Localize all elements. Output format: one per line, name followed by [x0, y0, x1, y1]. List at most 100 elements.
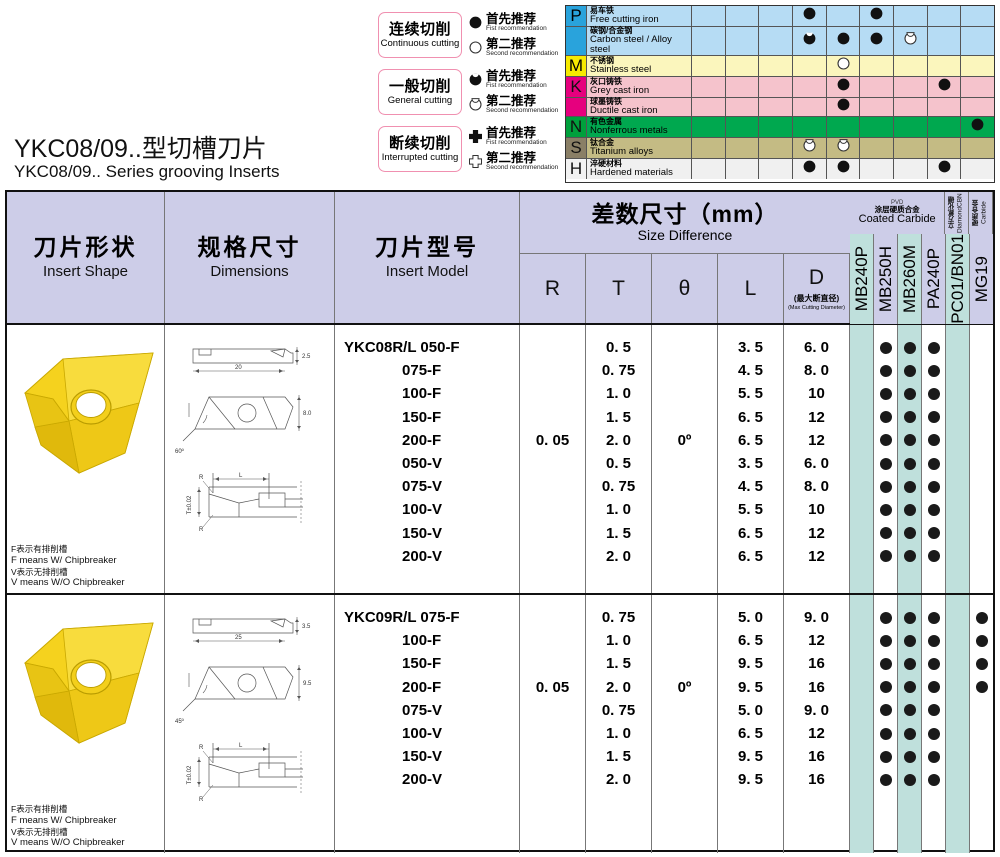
material-cell: [961, 76, 995, 97]
grade-dot-slot: [850, 722, 873, 745]
material-cell: [793, 116, 827, 137]
grade-dot-slot: [874, 652, 897, 675]
header-dimensions: 规格尺寸 Dimensions: [165, 192, 335, 323]
material-cell: [759, 116, 794, 137]
material-cell: [725, 27, 760, 55]
grade-dot-slot: [850, 406, 873, 429]
svg-text:R: R: [199, 475, 204, 481]
material-name-en: Hardened materials: [590, 166, 673, 178]
material-cells: [692, 27, 995, 55]
grade-dot-slot: [850, 652, 873, 675]
grade-group-cn: 涂层硬质合金: [874, 205, 920, 215]
material-cell: [961, 27, 995, 55]
legend-row: 一般切削 General cutting 首先推荐 Fist recommend…: [378, 65, 560, 119]
legend-condition-box: 一般切削 General cutting: [378, 69, 462, 115]
grade-dot-slot: [946, 699, 969, 722]
size-value: [550, 475, 554, 498]
size-subheader-en: (Max Cutting Diameter): [788, 305, 845, 311]
material-cells: [692, 76, 995, 97]
size-value: 6. 5: [737, 632, 764, 650]
insert-model-row: 150-V: [352, 524, 443, 542]
footnote-line: V means W/O Chipbreaker: [11, 837, 125, 849]
open-notched-circle-icon: [904, 31, 917, 50]
filled-circle-icon: [903, 387, 916, 400]
grade-dot-slot: [922, 652, 945, 675]
material-cells: [692, 55, 995, 76]
insert-model-row: YKC09R/L 075-F: [344, 609, 460, 626]
size-value: [550, 745, 554, 768]
size-value: 9. 0: [803, 701, 830, 719]
insert-model-row: 200-F: [352, 678, 442, 696]
size-value: 9. 5: [737, 771, 764, 789]
material-cell: [927, 116, 962, 137]
grade-dot-slot: [970, 545, 993, 568]
legend-rec-cn: 第二推荐: [486, 94, 537, 108]
material-group-letter: [566, 27, 587, 55]
grade-dot-slot: [922, 722, 945, 745]
material-name-cn: 球墨铸铁: [590, 96, 622, 106]
material-cell: [725, 55, 760, 76]
header-dimensions-en: Dimensions: [210, 262, 289, 280]
material-row: 球墨铸铁 Ductile cast iron: [566, 96, 995, 117]
material-row: M 不锈钢 Stainless steel: [566, 55, 995, 77]
size-value: 16: [808, 748, 825, 766]
grade-dot-slot: [874, 498, 897, 521]
grade-dot-slot: [874, 522, 897, 545]
size-value: [682, 406, 686, 429]
size-value: 10: [808, 385, 825, 403]
material-cell: [692, 116, 726, 137]
material-cell: [692, 76, 726, 97]
material-cell: [826, 27, 861, 55]
header-insert-model-cn: 刀片型号: [375, 233, 479, 260]
grade-dot-slot: [874, 475, 897, 498]
legend-rec-en: Second recommendation: [486, 49, 559, 57]
svg-text:25: 25: [235, 635, 242, 641]
header-insert-model: 刀片型号 Insert Model: [335, 192, 520, 323]
insert-model-row: YKC08R/L 050-F: [344, 339, 460, 356]
material-cell: [826, 137, 861, 158]
filled-circle-icon: [927, 527, 940, 540]
material-row: H 淬硬材料 Hardened materials: [566, 158, 995, 179]
open-notched-circle-icon: [469, 98, 482, 111]
grade-dot-slot: [946, 498, 969, 521]
size-value: [550, 545, 554, 568]
size-value: 5. 0: [737, 701, 764, 719]
chipbreaker-footnote: F表示有排削槽 F means W/ Chipbreaker V表示无排削槽 V me…: [11, 804, 125, 849]
svg-text:9.5: 9.5: [303, 681, 312, 687]
filled-circle-icon: [927, 773, 940, 786]
grade-group-header: 硬质合金 Carbide: [969, 192, 993, 234]
size-column-theta: 0º: [652, 325, 718, 593]
size-value: 6. 5: [737, 547, 764, 565]
material-name-en: Carbon steel / Alloy steel: [590, 34, 672, 55]
header-size-difference-title: 差数尺寸（mm） Size Difference: [520, 192, 850, 254]
legend-rec-list: 首先推荐 Fist recommendation 第二推荐 Second rec…: [469, 69, 558, 115]
grade-dot-slot: [898, 382, 921, 405]
material-cell: [692, 6, 726, 26]
filled-circle-icon: [927, 611, 940, 624]
size-value: 9. 0: [803, 609, 830, 626]
filled-circle-icon: [903, 341, 916, 354]
header-insert-shape-cn: 刀片形状: [33, 233, 138, 260]
material-cell: [961, 158, 995, 179]
grade-dot-slot: [898, 522, 921, 545]
material-cell: [894, 55, 928, 76]
grade-column-mg19: [970, 325, 993, 593]
legend-recommendation: 首先推荐 Fist recommendation: [469, 69, 558, 90]
material-name: 易车铁 Free cutting iron: [587, 6, 692, 26]
insert-3d-illustration: [23, 352, 154, 474]
size-value: [682, 452, 686, 475]
material-cell: [961, 137, 995, 158]
size-value: 1. 0: [605, 725, 632, 743]
filled-circle-icon: [903, 411, 916, 424]
footnote-line: V表示无排削槽: [11, 826, 68, 837]
filled-circle-icon: [879, 434, 892, 447]
material-row: P 易车铁 Free cutting iron: [566, 6, 995, 27]
legend-rec-cn: 第二推荐: [486, 151, 537, 165]
legend-rec-en: Second recommendation: [486, 106, 559, 114]
filled-circle-icon: [927, 364, 940, 377]
cutting-condition-legend: 连续切削 Continuous cutting 首先推荐 Fist recomm…: [378, 8, 560, 178]
filled-circle-icon: [879, 457, 892, 470]
legend-condition-cn: 连续切削: [388, 20, 451, 38]
material-cell: [826, 97, 861, 116]
